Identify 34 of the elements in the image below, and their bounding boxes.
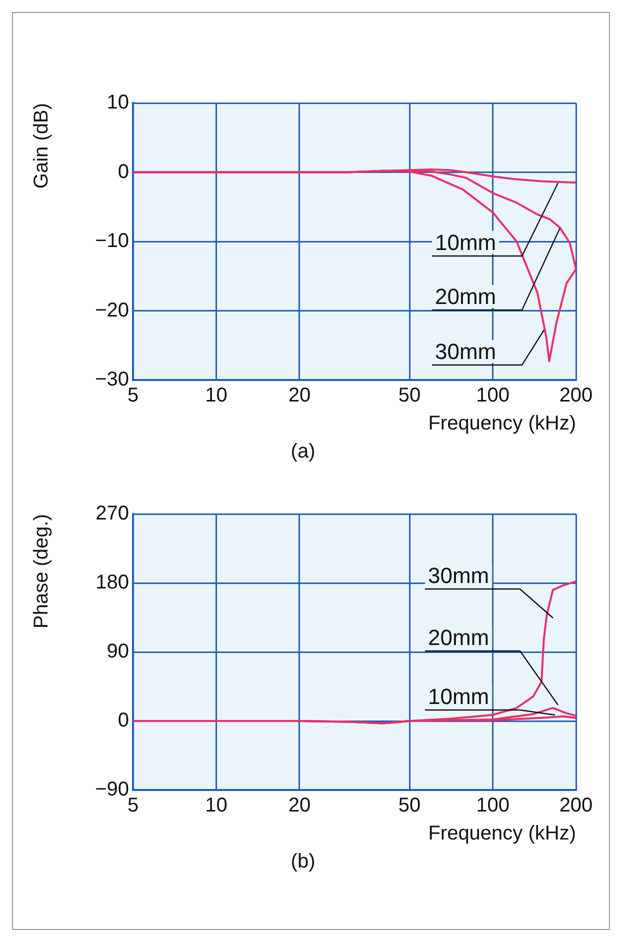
x-axis-title: Frequency (kHz) [428, 822, 576, 845]
x-tick-label: 100 [476, 384, 510, 407]
series-label: 10mm [428, 684, 490, 709]
y-tick-label: −90 [95, 778, 129, 801]
x-tick-label: 20 [288, 384, 311, 407]
y-tick-label: 90 [106, 640, 129, 663]
y-tick-label: −20 [95, 299, 129, 322]
y-tick-label: −10 [95, 230, 129, 252]
y-tick-label: 0 [118, 160, 129, 183]
text: 30mm [428, 563, 490, 588]
x-tick-label: 50 [398, 384, 421, 407]
x-tick-label: 10 [205, 794, 228, 817]
x-tick-label: 5 [127, 794, 139, 817]
y-axis-title: Phase (deg.) [30, 514, 53, 629]
x-tick-label: 5 [127, 384, 139, 407]
text: (a) [290, 440, 316, 463]
y-tick-label: 270 [96, 502, 129, 525]
text: 30mm [435, 339, 496, 364]
y-axis-title: Gain (dB) [30, 103, 53, 189]
x-tick-label: 200 [559, 794, 593, 817]
y-tick-label: 10 [106, 92, 129, 114]
y-tick-label: 180 [96, 572, 129, 594]
x-tick-label: 20 [288, 794, 311, 817]
x-tick-label: 200 [559, 384, 593, 407]
x-tick-label: 10 [205, 384, 228, 407]
text: 20mm [435, 284, 496, 309]
y-tick-label: 0 [118, 710, 129, 732]
text: 10mm [435, 230, 496, 255]
y-tick-label: −30 [95, 368, 129, 391]
x-tick-label: 50 [398, 794, 421, 817]
text: (b) [290, 850, 316, 873]
x-tick-label: 100 [476, 794, 510, 817]
x-axis-title: Frequency (kHz) [428, 412, 576, 435]
text: 20mm [428, 625, 490, 650]
